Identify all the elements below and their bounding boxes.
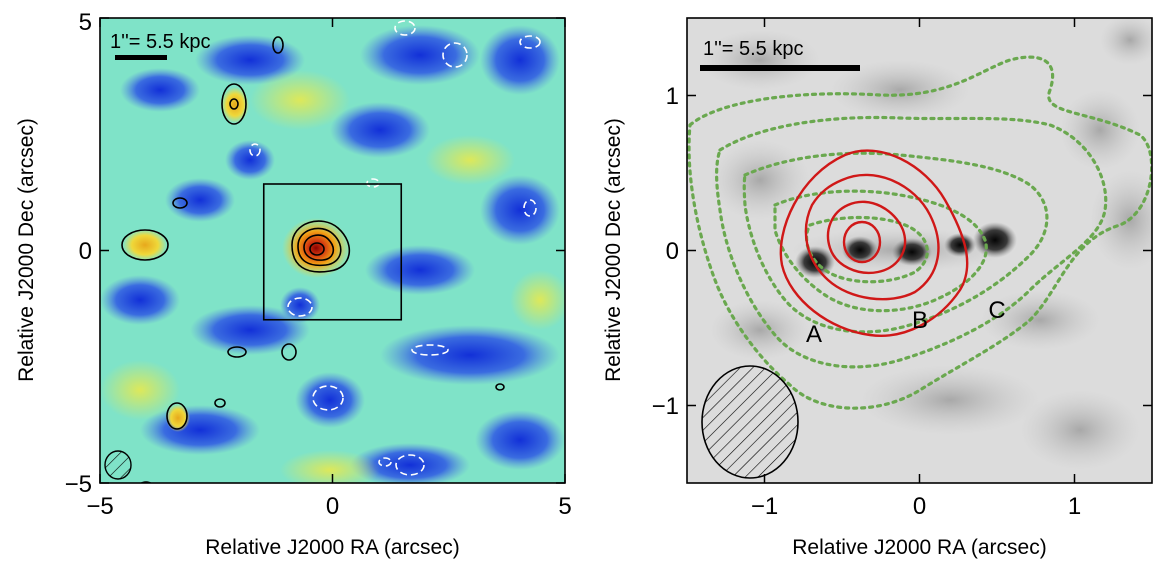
source-label-A: A [806,321,822,348]
left-ytick-label-2: 5 [79,9,92,36]
right-beam [701,365,799,479]
left-xtick-label-1: 0 [326,493,339,520]
zoom-box [262,183,403,321]
left-scale-bar [115,55,167,60]
left-yaxis-label: Relative J2000 Dec (arcsec) [15,118,38,382]
right-ytick-label-0: −1 [652,393,679,420]
left-xaxis-label: Relative J2000 RA (arcsec) [205,536,459,559]
right-xaxis-label: Relative J2000 RA (arcsec) [792,536,1046,559]
right-grayscale-image: A B C 1''= 5.5 kpc [687,18,1152,483]
left-beam [104,450,132,480]
right-ticks [687,18,1152,483]
left-scale-label: 1''= 5.5 kpc [110,31,210,53]
right-scale-label: 1''= 5.5 kpc [703,38,803,60]
left-ticks [99,17,566,484]
right-xtick-label-1: 0 [913,493,926,520]
source-label-B: B [912,307,928,334]
left-xtick-label-2: 5 [558,493,571,520]
right-ytick-label-2: 1 [666,83,679,110]
left-panel: 1''= 5.5 kpc −5 0 5 −5 0 5 Relative J200… [15,9,572,559]
left-ytick-label-1: 0 [79,238,92,265]
right-yaxis-label: Relative J2000 Dec (arcsec) [602,118,625,382]
left-xtick-label-0: −5 [86,493,113,520]
right-ytick-label-1: 0 [666,238,679,265]
right-panel: A B C 1''= 5.5 kpc −1 0 1 −1 [602,17,1153,559]
right-scale-bar [700,65,860,71]
right-xtick-label-0: −1 [751,493,778,520]
left-colormap-image: 1''= 5.5 kpc [100,18,565,483]
left-ytick-label-0: −5 [65,471,92,498]
source-label-C: C [988,297,1005,324]
right-xtick-label-2: 1 [1068,493,1081,520]
